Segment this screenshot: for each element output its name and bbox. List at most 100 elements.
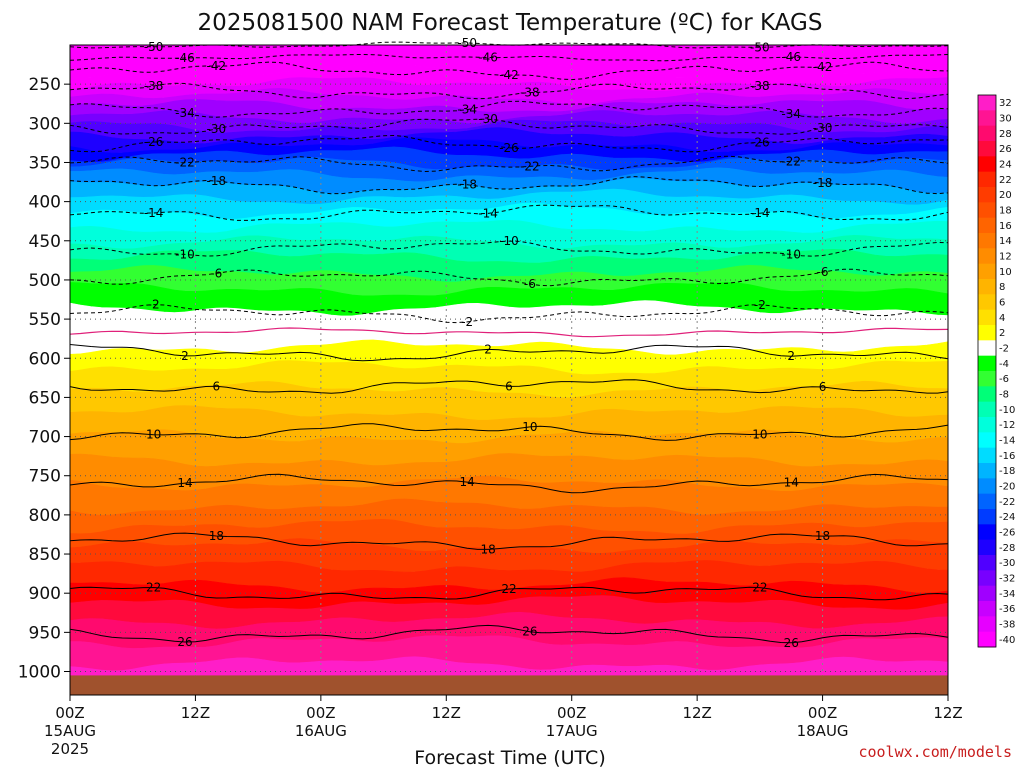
contour-label: 18	[815, 529, 830, 543]
contour-label: -50	[144, 40, 164, 54]
colorbar-swatch	[978, 294, 996, 311]
pressure-tick-label: 250	[29, 75, 61, 95]
contour-line	[69, 134, 949, 153]
pressure-tick-label: 550	[29, 310, 61, 330]
colorbar-swatch	[978, 141, 996, 157]
colorbar-label: 14	[999, 236, 1012, 247]
contour-label: 26	[784, 636, 799, 650]
contour-label: -2	[754, 298, 766, 312]
contour-line	[69, 82, 949, 100]
colorbar-swatch	[978, 555, 996, 571]
time-tick-date: 16AUG	[295, 722, 347, 740]
time-tick-label: 00Z	[306, 704, 335, 722]
colorbar-swatch	[978, 386, 996, 403]
colorbar-swatch	[978, 125, 996, 142]
contour-label: 10	[522, 420, 537, 434]
contour-label: -10	[499, 234, 519, 248]
contour-label: -30	[478, 112, 498, 126]
temperature-contours: -50 -50 -50-46 -46 -46-42-42-42-38 -38 -38-34-…	[69, 36, 949, 650]
colorbar-swatch	[978, 95, 996, 111]
contour-label: 10	[146, 428, 161, 442]
colorbar-label: -30	[999, 558, 1015, 569]
colorbar-label: -12	[999, 420, 1015, 431]
colorbar-label: -6	[999, 374, 1009, 385]
colorbar-swatch	[978, 463, 996, 479]
colorbar-label: -40	[999, 635, 1015, 646]
x-axis-label: Forecast Time (UTC)	[414, 747, 605, 768]
colorbar-swatch	[978, 355, 996, 372]
time-tick-label: 12Z	[432, 704, 461, 722]
time-tick-date: 15AUG	[44, 722, 96, 740]
pressure-tick-label: 900	[29, 584, 61, 604]
time-tick-date: 17AUG	[546, 722, 598, 740]
contour-label: 18	[209, 529, 224, 543]
contour-label: -38	[144, 79, 164, 93]
colorbar-label: -8	[999, 390, 1009, 401]
pressure-tick-label: 350	[29, 153, 61, 173]
time-tick-label: 12Z	[682, 704, 711, 722]
contour-line	[69, 624, 949, 644]
colorbar-swatch	[978, 187, 996, 203]
ground-terrain	[70, 675, 948, 695]
contour-label: -18	[813, 176, 833, 190]
contour-label: 6	[213, 379, 221, 393]
contour-label: 10	[752, 427, 767, 441]
colorbar-swatch	[978, 493, 996, 510]
colorbar-swatch	[978, 217, 996, 234]
colorbar-swatch	[978, 616, 996, 633]
contour-line	[69, 268, 949, 287]
contour-label: 2	[484, 342, 492, 356]
contour-label: -2	[148, 298, 160, 312]
contour-label: 6	[505, 379, 513, 393]
colorbar-label: 26	[999, 144, 1012, 155]
colorbar-label: -14	[999, 436, 1015, 447]
contour-label: -14	[144, 206, 164, 220]
colorbar-swatch	[978, 631, 996, 648]
colorbar-label: -18	[999, 466, 1015, 477]
colorbar-label: -34	[999, 589, 1015, 600]
colorbar-swatch	[978, 325, 996, 341]
contour-label: -30	[207, 122, 227, 136]
contour-label: -38	[750, 79, 770, 93]
contour-label: -6	[817, 265, 829, 279]
colorbar-label: 32	[999, 98, 1012, 109]
time-tick-label: 00Z	[808, 704, 837, 722]
credit-link[interactable]: coolwx.com/models	[858, 743, 1012, 761]
colorbar-label: 16	[999, 221, 1012, 232]
pressure-tick-label: 400	[29, 193, 61, 213]
colorbar-label: 22	[999, 175, 1012, 186]
time-tick-date: 18AUG	[797, 722, 849, 740]
colorbar-swatch	[978, 171, 996, 188]
colorbar-label: 12	[999, 252, 1012, 263]
contour-line	[69, 532, 949, 550]
chart-title: 2025081500 NAM Forecast Temperature (ºC)…	[198, 10, 823, 36]
contour-line	[69, 100, 949, 118]
colorbar-swatch	[978, 509, 996, 525]
plot-frame	[69, 44, 949, 696]
colorbar-label: 10	[999, 267, 1012, 278]
contour-line	[69, 586, 949, 601]
colorbar-swatch	[978, 156, 996, 173]
colorbar-swatch	[978, 110, 996, 127]
colorbar-label: 8	[999, 282, 1005, 293]
colorbar-swatch	[978, 539, 996, 556]
colorbar-label: -26	[999, 528, 1015, 539]
contour-label: -22	[175, 156, 195, 170]
colorbar-label: -24	[999, 512, 1015, 523]
pressure-tick-label: 1000	[18, 663, 61, 683]
colorbar-label: 18	[999, 206, 1012, 217]
colorbar-swatch	[978, 432, 996, 449]
contour-line	[69, 473, 949, 494]
colorbar-swatch	[978, 233, 996, 249]
contour-label: -26	[750, 135, 770, 149]
contour-label: -6	[210, 266, 222, 280]
contour-label: -42	[813, 60, 833, 74]
pressure-tick-label: 300	[29, 114, 61, 134]
colorbar-label: 30	[999, 114, 1012, 125]
pressure-tick-label: 750	[29, 467, 61, 487]
contour-label: -50	[457, 36, 477, 50]
colorbar-label: -16	[999, 451, 1015, 462]
contour-label: -26	[499, 141, 519, 155]
colorbar-frame	[977, 94, 997, 648]
colorbar-label: 20	[999, 190, 1012, 201]
